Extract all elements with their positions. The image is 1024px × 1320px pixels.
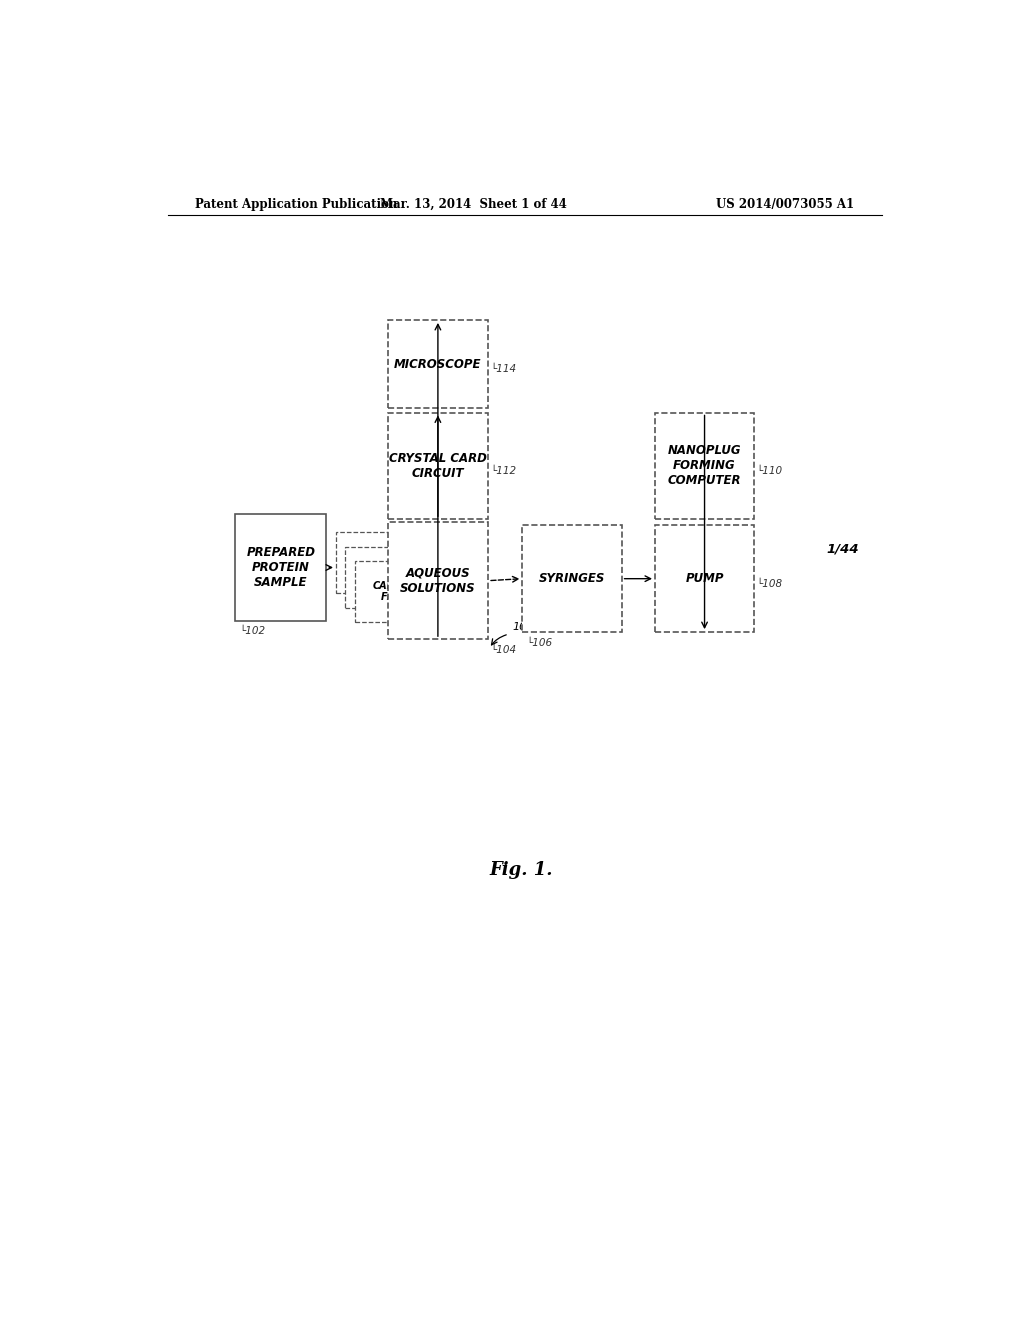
Text: CRYSTAL CARD
CIRCUIT: CRYSTAL CARD CIRCUIT — [389, 451, 486, 480]
FancyBboxPatch shape — [355, 561, 438, 622]
Text: PREPARED
PROTEIN
SAMPLE: PREPARED PROTEIN SAMPLE — [246, 546, 315, 589]
FancyBboxPatch shape — [388, 412, 487, 519]
Text: AQUEOUS
SOLUTION: AQUEOUS SOLUTION — [359, 566, 415, 587]
FancyBboxPatch shape — [522, 525, 622, 632]
Text: PUMP: PUMP — [685, 572, 724, 585]
Text: AQUEOUS
SOLUTIONS: AQUEOUS SOLUTIONS — [400, 566, 476, 595]
Text: Mar. 13, 2014  Sheet 1 of 44: Mar. 13, 2014 Sheet 1 of 44 — [380, 198, 566, 211]
Text: └102: └102 — [240, 626, 265, 636]
FancyBboxPatch shape — [336, 532, 419, 594]
Text: MICROSCOPE: MICROSCOPE — [394, 358, 481, 371]
Text: Patent Application Publication: Patent Application Publication — [196, 198, 398, 211]
Text: NANOPLUG
FORMING
COMPUTER: NANOPLUG FORMING COMPUTER — [668, 445, 741, 487]
FancyBboxPatch shape — [655, 525, 754, 632]
Text: └114: └114 — [489, 364, 516, 375]
Text: └112: └112 — [489, 466, 516, 477]
FancyBboxPatch shape — [388, 523, 487, 639]
Text: US 2014/0073055 A1: US 2014/0073055 A1 — [716, 198, 854, 211]
Text: └110: └110 — [757, 466, 782, 477]
Text: AQUEOUS
SOLUTION: AQUEOUS SOLUTION — [350, 552, 406, 574]
FancyBboxPatch shape — [655, 412, 754, 519]
Text: └108: └108 — [757, 578, 782, 589]
Text: └104: └104 — [489, 645, 516, 655]
FancyBboxPatch shape — [388, 319, 487, 408]
Text: 1/44: 1/44 — [826, 543, 859, 556]
Text: Fig. 1.: Fig. 1. — [489, 861, 553, 879]
Text: SYRINGES: SYRINGES — [539, 572, 605, 585]
Text: CARRIER
FLUID: CARRIER FLUID — [373, 581, 420, 602]
FancyBboxPatch shape — [345, 546, 429, 607]
Text: └106: └106 — [526, 638, 553, 648]
Text: 100: 100 — [512, 622, 534, 632]
FancyBboxPatch shape — [236, 515, 327, 620]
